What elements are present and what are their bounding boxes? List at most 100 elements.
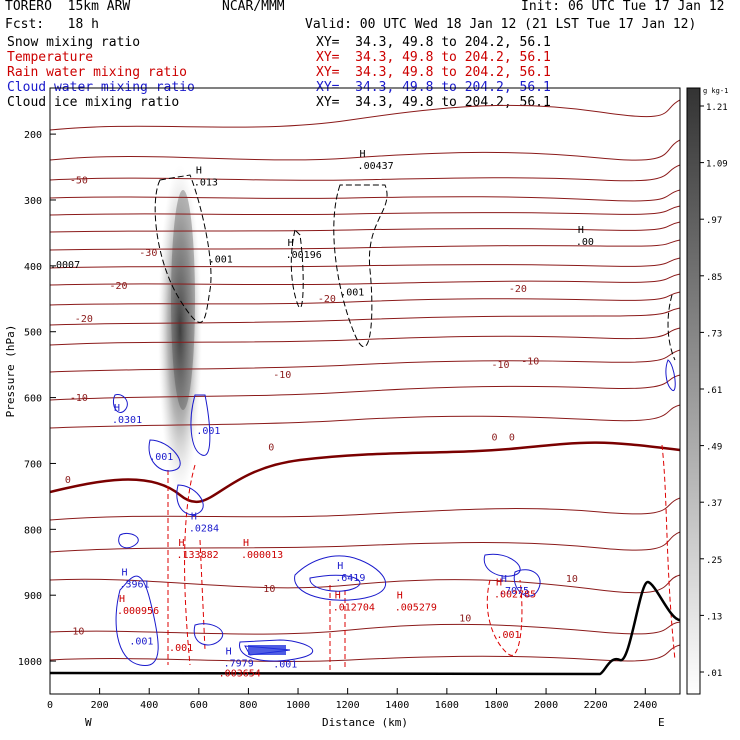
isotherm-line bbox=[50, 307, 680, 326]
isotherm-line bbox=[50, 139, 680, 161]
rain-contour bbox=[661, 444, 676, 661]
snow-plume-core bbox=[171, 190, 195, 410]
maximum-marker: H bbox=[121, 567, 127, 578]
isotherm-line bbox=[50, 327, 680, 346]
cloud-water-core bbox=[248, 645, 286, 655]
cloud-water-contour bbox=[190, 394, 211, 456]
org-label: NCAR/MMM bbox=[222, 0, 285, 14]
cloud-water-contour bbox=[239, 639, 314, 662]
contour-label: .001 bbox=[273, 660, 297, 671]
colorbar-label: .49 bbox=[706, 443, 722, 453]
y-tick-label: 900 bbox=[24, 591, 42, 602]
maximum-value: .00 bbox=[576, 237, 594, 248]
x-axis-label: Distance (km) bbox=[322, 716, 408, 729]
y-tick-label: 400 bbox=[24, 262, 42, 273]
isotherm-line bbox=[50, 221, 680, 233]
rain-contour bbox=[184, 464, 196, 666]
cloud-water-contours bbox=[112, 359, 676, 666]
isotherm-label: 0 bbox=[65, 475, 71, 486]
snow-plume bbox=[158, 165, 202, 495]
maximum-marker: H bbox=[243, 538, 249, 549]
isotherm-line bbox=[50, 644, 680, 662]
isotherm-line bbox=[50, 291, 680, 306]
isotherm-label: -50 bbox=[70, 176, 88, 187]
y-tick-label: 500 bbox=[24, 328, 42, 339]
maximum-value: .133882 bbox=[176, 550, 218, 561]
colorbar-label: .85 bbox=[706, 273, 722, 283]
maximum-value: .0284 bbox=[189, 523, 219, 534]
y-tick-label: 200 bbox=[24, 130, 42, 141]
isotherm-label: 10 bbox=[263, 584, 275, 595]
isotherm-label: -20 bbox=[318, 294, 336, 305]
rain-contours bbox=[167, 444, 676, 670]
x-tick-label: 2200 bbox=[584, 700, 608, 711]
field-name-rain: Rain water mixing ratio bbox=[7, 65, 188, 80]
isotherm-label: -30 bbox=[139, 248, 157, 259]
maximum-marker: H bbox=[501, 574, 507, 585]
contour-label: .001 bbox=[340, 287, 364, 298]
maximum-value: .7979 bbox=[224, 658, 254, 669]
colorbar-label: 1.09 bbox=[706, 160, 728, 170]
field-name-snow: Snow mixing ratio bbox=[7, 35, 141, 50]
x-tick-label: 200 bbox=[91, 700, 109, 711]
isotherm-label: 10 bbox=[459, 614, 471, 625]
isotherms bbox=[50, 99, 680, 662]
plot-area bbox=[50, 99, 680, 676]
cloud-water-contour bbox=[483, 553, 521, 577]
colorbar-label: 1.21 bbox=[706, 103, 728, 113]
isotherm-line bbox=[50, 189, 680, 202]
east-label: E bbox=[658, 716, 665, 729]
valid-time: Valid: 00 UTC Wed 18 Jan 12 (21 LST Tue … bbox=[305, 17, 697, 32]
colorbar-label: .97 bbox=[706, 216, 722, 226]
axes: 0 200 400 600 800 1000 1200 1400 1600 1800 2000 220… bbox=[4, 87, 728, 729]
y-axis-label: Pressure (hPa) bbox=[4, 325, 17, 418]
colorbar-label: .13 bbox=[706, 612, 722, 622]
isotherm-label: -10 bbox=[491, 360, 509, 371]
isotherm-label: 0 bbox=[509, 432, 515, 443]
x-tick-label: 1400 bbox=[385, 700, 409, 711]
maximum-marker: H bbox=[335, 590, 341, 601]
x-tick-label: 1200 bbox=[336, 700, 360, 711]
maximum-value: .00196 bbox=[286, 250, 322, 261]
x-tick-label: 400 bbox=[140, 700, 158, 711]
init-time: Init: 06 UTC Tue 17 Jan 12 bbox=[521, 0, 725, 14]
snow-contour bbox=[290, 229, 304, 309]
maximum-value: .7075 bbox=[499, 586, 529, 597]
cloud-water-contour bbox=[193, 623, 223, 646]
forecast-hour: Fcst: 18 h bbox=[5, 17, 99, 32]
cloud-water-contour bbox=[665, 359, 676, 391]
maximum-value: .005279 bbox=[395, 602, 437, 613]
cloud-water-contour bbox=[513, 569, 541, 597]
isotherm-line bbox=[50, 257, 680, 269]
isotherm-line bbox=[50, 621, 680, 635]
isotherm-line bbox=[50, 497, 680, 521]
x-tick-label: 1000 bbox=[286, 700, 310, 711]
annotations: -50 -30 -20 -20 -20 -20 -10 -10 -10 -10 0 0 0 0 10 10 10… bbox=[50, 149, 594, 679]
isotherm-label: -10 bbox=[70, 393, 88, 404]
cloud-water-contour bbox=[118, 532, 139, 549]
field-name-cloud-ice: Cloud ice mixing ratio bbox=[7, 95, 180, 110]
maximum-value: .000956 bbox=[117, 606, 159, 617]
field-xy-temperature: XY= 34.3, 49.8 to 204.2, 56.1 bbox=[316, 50, 551, 65]
colorbar bbox=[686, 87, 701, 695]
cloud-water-contour bbox=[115, 575, 159, 666]
west-label: W bbox=[85, 716, 92, 729]
maximum-value: .013 bbox=[194, 178, 218, 189]
isotherm-label: -10 bbox=[273, 370, 291, 381]
isotherm-label: -20 bbox=[509, 284, 527, 295]
isotherm-line bbox=[50, 164, 680, 182]
maximum-marker: H bbox=[226, 646, 232, 657]
maximum-value: .012704 bbox=[333, 602, 375, 613]
maximum-value: .3961 bbox=[119, 579, 149, 590]
contour-label: .001 bbox=[149, 452, 173, 463]
maximum-marker: H bbox=[196, 166, 202, 177]
cloud-water-contour bbox=[112, 393, 128, 413]
cloud-water-contour bbox=[294, 555, 387, 601]
maximum-value: .6419 bbox=[335, 573, 365, 584]
field-xy-rain: XY= 34.3, 49.8 to 204.2, 56.1 bbox=[316, 65, 551, 80]
maximum-value: .0007 bbox=[50, 260, 80, 271]
x-tick-label: 2000 bbox=[534, 700, 558, 711]
maximum-marker: H bbox=[288, 238, 294, 249]
colorbar-label: .01 bbox=[706, 669, 722, 679]
